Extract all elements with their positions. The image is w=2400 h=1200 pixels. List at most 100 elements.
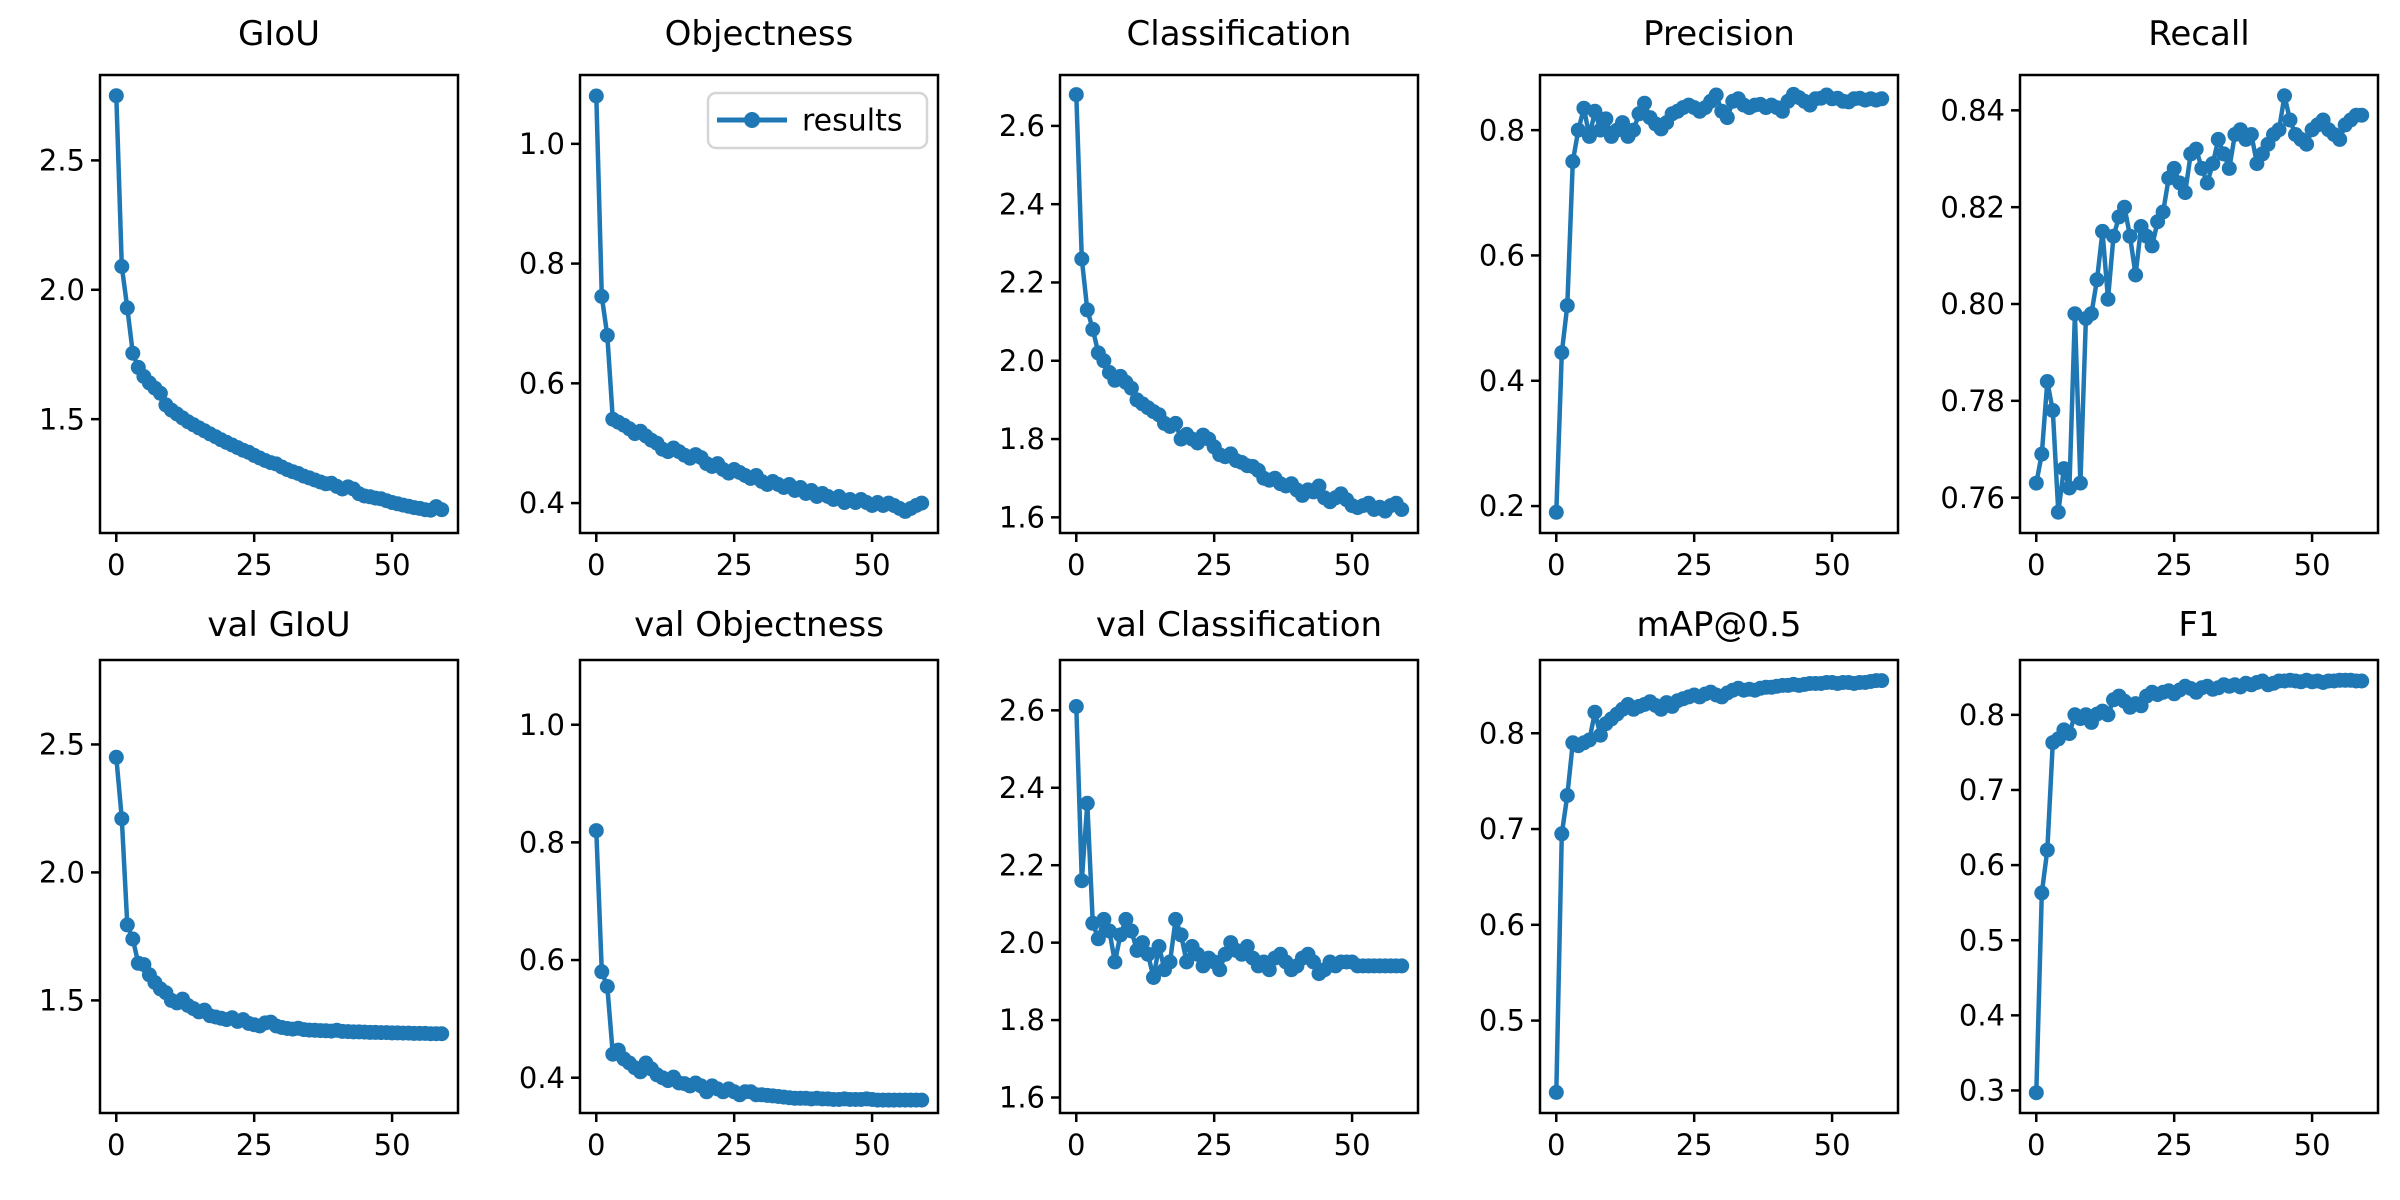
data-point-marker <box>1079 795 1095 811</box>
y-axis-ticks: 1.6 1.8 2.0 2.2 2.4 2.6 <box>999 693 1060 1115</box>
y-tick-label: 0.80 <box>1940 287 2005 321</box>
series-results <box>1548 673 1890 1100</box>
x-tick-label: 0 <box>587 548 605 582</box>
subplot-giou: GIoU 1.5 2.0 2.5 0 25 50 <box>0 0 480 600</box>
y-tick-label: 0.76 <box>1940 481 2005 515</box>
y-tick-label: 1.6 <box>999 1081 1045 1115</box>
x-tick-label: 0 <box>1547 1128 1565 1162</box>
data-point-marker <box>2221 160 2237 176</box>
data-point-marker <box>599 327 615 343</box>
data-point-marker <box>2072 475 2088 491</box>
data-point-marker <box>1708 87 1724 103</box>
data-point-marker <box>114 259 130 274</box>
x-tick-label: 25 <box>1676 548 1713 582</box>
data-point-marker <box>2122 228 2138 244</box>
plot-title-val-objectness: val Objectness <box>634 605 884 645</box>
y-tick-label: 0.6 <box>1479 239 1525 273</box>
data-point-marker <box>2199 175 2215 191</box>
data-point-marker <box>114 811 130 827</box>
data-point-marker <box>152 385 168 401</box>
data-point-marker <box>2277 88 2292 104</box>
series-line <box>1554 678 1884 1095</box>
x-tick-label: 0 <box>1067 1128 1085 1162</box>
x-tick-label: 50 <box>1334 548 1371 582</box>
series-results <box>108 749 450 1042</box>
y-tick-label: 0.8 <box>1959 698 2005 732</box>
x-axis-ticks: 0 25 50 <box>1547 533 1851 582</box>
y-tick-label: 0.8 <box>1479 716 1525 750</box>
x-tick-label: 50 <box>854 1128 891 1162</box>
data-point-marker <box>2177 185 2193 201</box>
y-axis-ticks: 0.5 0.6 0.7 0.8 <box>1479 716 1540 1038</box>
data-point-marker <box>914 495 930 511</box>
y-tick-label: 0.4 <box>519 486 565 520</box>
subplot-objectness: Objectness 0.4 0.6 0.8 1.0 0 25 50 results <box>480 0 960 600</box>
data-point-marker <box>1570 122 1586 138</box>
data-point-marker <box>2354 673 2370 689</box>
y-tick-label: 0.3 <box>1959 1074 2005 1108</box>
axes-frame <box>1538 658 1900 1115</box>
x-tick-label: 50 <box>374 548 411 582</box>
y-axis-ticks: 1.5 2.0 2.5 <box>39 144 100 436</box>
series-line <box>1074 92 1404 514</box>
data-point-marker <box>599 979 615 994</box>
data-point-marker <box>1548 504 1564 520</box>
data-point-marker <box>1074 251 1090 267</box>
x-tick-label: 50 <box>1334 1128 1371 1162</box>
data-point-marker <box>1146 970 1161 985</box>
plot-canvas-recall: 0.76 0.78 0.80 0.82 0.84 0 25 50 <box>1940 73 2380 582</box>
series-line <box>1554 92 1884 515</box>
y-tick-label: 0.5 <box>1479 1004 1525 1038</box>
data-point-marker <box>2205 156 2221 172</box>
data-point-marker <box>2100 291 2116 307</box>
series-line <box>2034 678 2364 1095</box>
data-point-marker <box>2100 707 2116 723</box>
data-point-marker <box>2354 107 2370 123</box>
series-results <box>1068 699 1410 985</box>
data-point-marker <box>125 931 141 947</box>
data-point-marker <box>1107 954 1123 970</box>
y-tick-label: 2.6 <box>999 693 1045 727</box>
data-point-marker <box>2045 403 2061 418</box>
data-point-marker <box>2216 146 2232 162</box>
series-results <box>2028 88 2370 520</box>
x-axis-ticks: 0 25 50 <box>587 533 891 582</box>
y-axis-ticks: 1.5 2.0 2.5 <box>39 728 100 1018</box>
data-point-marker <box>1565 154 1581 169</box>
data-point-marker <box>434 502 450 518</box>
axes-frame <box>578 73 940 535</box>
series-results <box>1068 87 1410 519</box>
plot-title-val-classification: val Classification <box>1095 605 1383 645</box>
x-tick-label: 0 <box>2027 548 2045 582</box>
data-point-marker <box>1587 704 1603 720</box>
data-point-marker <box>1140 946 1156 962</box>
data-point-marker <box>1068 87 1084 103</box>
data-point-marker <box>1239 939 1255 954</box>
data-point-marker <box>1615 115 1630 131</box>
y-tick-label: 2.0 <box>999 344 1045 378</box>
data-point-marker <box>2089 272 2105 288</box>
data-point-marker <box>1394 958 1410 974</box>
x-axis-ticks: 0 25 50 <box>107 533 411 582</box>
y-tick-label: 0.78 <box>1940 384 2005 418</box>
data-point-marker <box>1135 935 1150 951</box>
data-point-marker <box>1548 1084 1564 1100</box>
subplot-val-objectness: val Objectness 0.4 0.6 0.8 1.0 0 25 50 <box>480 600 960 1200</box>
data-point-marker <box>1581 128 1597 144</box>
data-point-marker <box>1719 110 1735 126</box>
y-tick-label: 0.8 <box>519 247 565 281</box>
data-point-marker <box>2028 1085 2044 1101</box>
data-point-marker <box>1123 380 1139 396</box>
plot-title-classification: Classification <box>1126 14 1352 54</box>
data-point-marker <box>1074 873 1090 889</box>
plot-title-giou: GIoU <box>237 14 321 54</box>
data-point-marker <box>2128 267 2144 283</box>
x-tick-label: 0 <box>1547 548 1565 582</box>
data-point-marker <box>1874 673 1890 689</box>
subplot-precision: Precision 0.2 0.4 0.6 0.8 0 25 50 <box>1440 0 1920 600</box>
subplot-map05: mAP@0.5 0.5 0.6 0.7 0.8 0 25 50 <box>1440 600 1920 1200</box>
data-point-marker <box>108 749 124 765</box>
x-axis-ticks: 0 25 50 <box>2027 533 2331 582</box>
data-point-marker <box>1085 321 1101 337</box>
data-point-marker <box>2034 446 2050 462</box>
